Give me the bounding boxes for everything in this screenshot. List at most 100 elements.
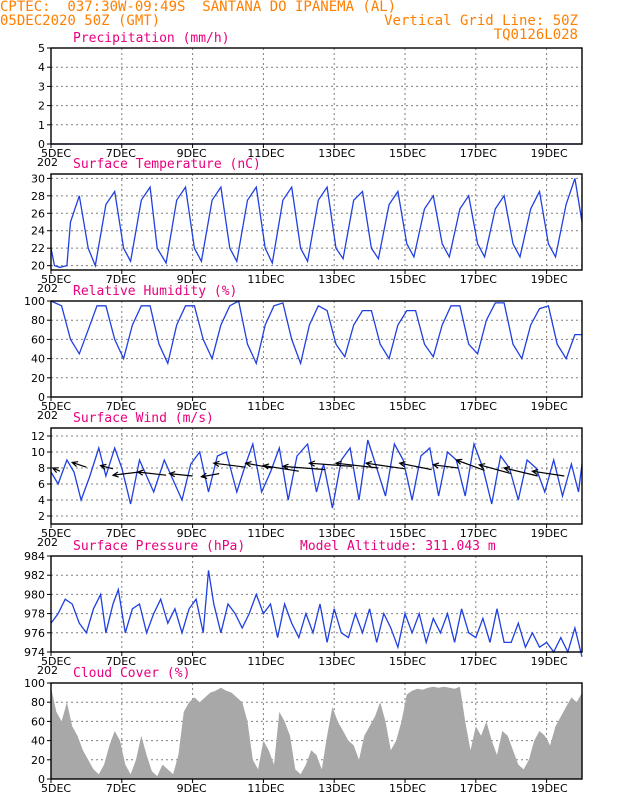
y-tick-label: 100 <box>24 677 45 690</box>
y-tick-label: 60 <box>31 333 45 346</box>
x-tick-label: 15DEC <box>389 782 426 795</box>
x-tick-label: 9DEC <box>177 527 207 540</box>
x-tick-label: 13DEC <box>318 782 355 795</box>
pressure-line <box>50 570 583 657</box>
cloud-cover-title: Cloud Cover (%) <box>73 666 190 681</box>
precipitation-panel: Precipitation (mm/h) 0 1 2 3 4 5 5DEC 7DEC 9DEC 11… <box>37 31 583 169</box>
temperature-title: Surface Temperature (nC) <box>73 157 261 172</box>
x-tick-label: 5DEC <box>41 655 71 668</box>
precipitation-title: Precipitation (mm/h) <box>73 31 230 46</box>
x-tick-label: 11DEC <box>247 782 284 795</box>
x-tick-label: 15DEC <box>389 527 426 540</box>
wind-vector-arrow <box>168 471 193 478</box>
wind-vector-arrow <box>364 460 406 470</box>
x-tick-label: 5DEC <box>41 147 71 160</box>
x-tick-label: 9DEC <box>177 147 207 160</box>
wind-panel: Surface Wind (m/s) 2 4 6 8 10 12 5DEC 7DEC 9DEC 11… <box>31 411 583 549</box>
y-tick-label: 3 <box>38 80 45 93</box>
wind-vector-arrow <box>51 467 61 473</box>
y-tick-label: 978 <box>24 608 45 621</box>
x-tick-label: 19DEC <box>531 782 568 795</box>
wind-vector-arrow <box>431 462 459 469</box>
y-tick-label: 100 <box>24 295 45 308</box>
humidity-line <box>50 300 582 366</box>
x-tick-label: 13DEC <box>318 273 355 286</box>
wind-vector-arrow <box>531 468 565 477</box>
y-tick-label: 4 <box>38 494 45 507</box>
y-tick-label: 40 <box>31 735 45 748</box>
x-tick-label: 17DEC <box>460 527 497 540</box>
x-year-label: 202 <box>37 536 58 549</box>
wind-vector-arrow <box>200 472 220 479</box>
x-tick-label: 13DEC <box>318 147 355 160</box>
x-tick-label: 7DEC <box>106 655 136 668</box>
wind-vector-arrow <box>244 461 273 469</box>
x-tick-label: 15DEC <box>389 273 426 286</box>
header-line-1: CPTEC: 037:30W-09:49S SANTANA DO IPANEMA… <box>0 0 397 15</box>
x-year-label: 202 <box>37 156 58 169</box>
y-tick-label: 980 <box>24 588 45 601</box>
x-tick-label: 11DEC <box>247 655 284 668</box>
x-tick-label: 7DEC <box>106 527 136 540</box>
x-tick-label: 15DEC <box>389 655 426 668</box>
x-tick-label: 17DEC <box>460 655 497 668</box>
y-tick-label: 0 <box>38 138 45 151</box>
x-tick-label: 19DEC <box>531 527 568 540</box>
x-tick-label: 19DEC <box>531 655 568 668</box>
pressure-panel: Surface Pressure (hPa) Model Altitude: 31… <box>24 539 583 677</box>
y-tick-label: 80 <box>31 314 45 327</box>
x-tick-label: 9DEC <box>177 655 207 668</box>
x-tick-label: 5DEC <box>41 527 71 540</box>
wind-vector-arrow <box>70 461 87 468</box>
wind-vector-arrow <box>99 463 114 470</box>
pressure-frame <box>50 555 583 653</box>
x-tick-label: 13DEC <box>318 400 355 413</box>
x-tick-label: 15DEC <box>389 147 426 160</box>
cloud-cover-frame <box>50 682 583 780</box>
y-tick-label: 5 <box>38 42 45 55</box>
y-tick-label: 2 <box>38 100 45 113</box>
y-tick-label: 24 <box>31 225 45 238</box>
y-tick-label: 974 <box>24 646 45 659</box>
x-tick-label: 13DEC <box>318 527 355 540</box>
humidity-panel: Relative Humidity (%) 0 20 40 60 80 100 5DEC 7DE… <box>24 284 583 422</box>
y-tick-label: 20 <box>31 754 45 767</box>
wind-vector-arrow <box>308 460 352 467</box>
temperature-line <box>50 178 583 269</box>
x-tick-label: 11DEC <box>247 273 284 286</box>
x-tick-label: 17DEC <box>460 147 497 160</box>
y-tick-label: 12 <box>31 430 45 443</box>
x-tick-label: 11DEC <box>247 400 284 413</box>
y-tick-label: 0 <box>38 773 45 786</box>
wind-vector-arrow <box>111 471 140 478</box>
grid-line-note: Vertical Grid Line: 50Z <box>384 13 578 29</box>
x-tick-label: 19DEC <box>531 273 568 286</box>
y-tick-label: 4 <box>38 61 45 74</box>
cloud-cover-panel: Cloud Cover (%) 0 20 40 60 80 100 5DEC 7DEC 9DEC 1… <box>24 666 583 795</box>
wind-vector-arrow <box>136 469 167 476</box>
wind-vector-arrow <box>477 463 512 475</box>
x-tick-label: 7DEC <box>106 273 136 286</box>
y-tick-label: 982 <box>24 569 45 582</box>
precipitation-frame <box>50 47 583 145</box>
y-tick-label: 2 <box>38 510 45 523</box>
y-tick-label: 0 <box>38 391 45 404</box>
x-tick-label: 5DEC <box>41 400 71 413</box>
x-tick-label: 7DEC <box>106 782 136 795</box>
humidity-frame <box>50 300 583 398</box>
wind-vector-arrow <box>502 466 538 477</box>
y-tick-label: 6 <box>38 478 45 491</box>
y-tick-label: 28 <box>31 190 45 203</box>
y-tick-label: 8 <box>38 462 45 475</box>
model-code: TQ0126L028 <box>493 27 578 43</box>
cloud-cover-area <box>51 686 582 779</box>
x-tick-label: 17DEC <box>460 273 497 286</box>
y-tick-label: 20 <box>31 372 45 385</box>
x-tick-label: 11DEC <box>247 527 284 540</box>
y-tick-label: 26 <box>31 207 45 220</box>
y-tick-label: 10 <box>31 446 45 459</box>
humidity-title: Relative Humidity (%) <box>73 284 237 299</box>
x-year-label: 202 <box>37 664 58 677</box>
wind-vector-arrow <box>262 463 299 472</box>
y-tick-label: 60 <box>31 715 45 728</box>
